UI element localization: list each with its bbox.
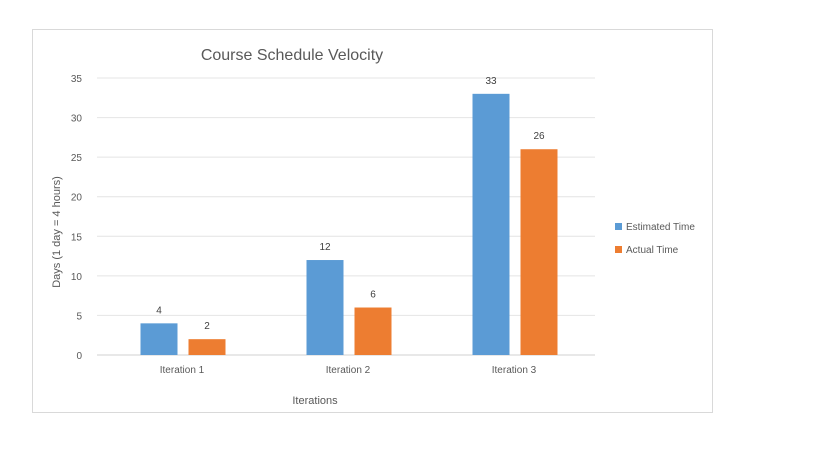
bar-actual-time — [520, 149, 558, 355]
y-tick-label: 30 — [71, 114, 83, 125]
data-label: 4 — [156, 305, 162, 316]
legend[interactable]: Estimated Time Actual Time — [615, 222, 695, 256]
gridlines — [97, 77, 595, 356]
y-tick-label: 10 — [71, 272, 83, 283]
x-axis-ticks: Iteration 1 Iteration 2 Iteration 3 — [160, 365, 537, 376]
y-tick-label: 5 — [76, 311, 82, 322]
legend-swatch — [615, 246, 622, 253]
bar-actual-time — [354, 307, 392, 355]
bar-estimated-time — [140, 323, 178, 355]
bar-estimated-time — [472, 93, 510, 355]
x-tick-label: Iteration 2 — [326, 365, 371, 376]
data-label: 12 — [319, 242, 331, 253]
y-tick-label: 35 — [71, 74, 83, 85]
legend-item-actual-time[interactable]: Actual Time — [615, 245, 679, 256]
legend-label: Actual Time — [626, 245, 679, 256]
y-tick-label: 0 — [76, 351, 82, 362]
bar-estimated-time — [306, 260, 344, 355]
x-axis-title: Iterations — [292, 395, 338, 407]
chart-title: Course Schedule Velocity — [201, 47, 383, 64]
y-axis-title: Days (1 day = 4 hours) — [51, 176, 63, 288]
legend-item-estimated-time[interactable]: Estimated Time — [615, 222, 695, 233]
y-tick-label: 20 — [71, 193, 83, 204]
data-label: 2 — [204, 321, 210, 332]
data-label: 26 — [533, 131, 545, 142]
data-labels: 4 2 12 6 33 26 — [156, 76, 545, 332]
y-tick-label: 15 — [71, 232, 83, 243]
y-tick-label: 25 — [71, 153, 83, 164]
data-label: 6 — [370, 290, 376, 301]
x-tick-label: Iteration 3 — [492, 365, 537, 376]
x-tick-label: Iteration 1 — [160, 365, 205, 376]
legend-swatch — [615, 223, 622, 230]
bar-actual-time — [188, 339, 226, 355]
bars — [140, 93, 558, 355]
legend-label: Estimated Time — [626, 222, 695, 233]
data-label: 33 — [485, 76, 497, 87]
y-axis-ticks: 0 5 10 15 20 25 30 35 — [71, 74, 83, 362]
